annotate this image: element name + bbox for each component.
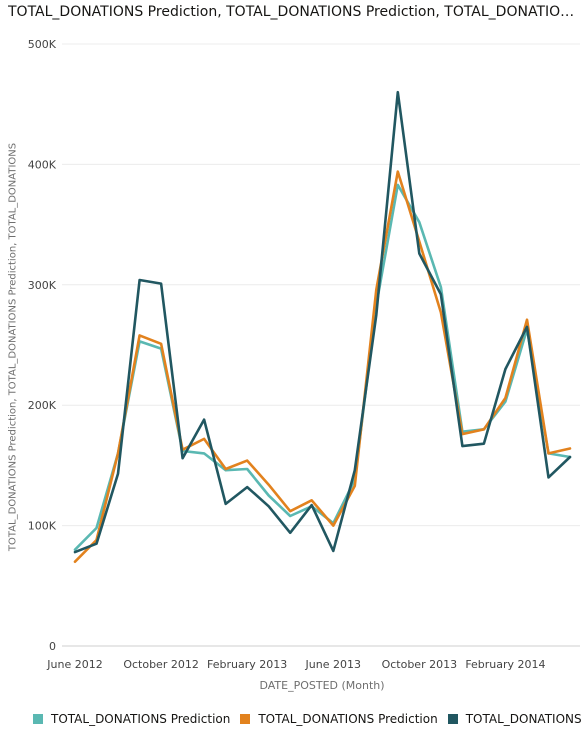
legend-label-series-2: TOTAL_DONATIONS Prediction: [258, 712, 438, 726]
legend-label-series-3: TOTAL_DONATIONS: [465, 712, 582, 726]
series-line-2: [73, 170, 572, 564]
x-tick-label: June 2012: [46, 658, 102, 671]
x-tick-label: October 2012: [123, 658, 199, 671]
x-tick-label: February 2014: [465, 658, 545, 671]
y-tick-label: 100K: [28, 520, 57, 533]
x-tick-label: October 2013: [382, 658, 458, 671]
series-line-1: [73, 183, 572, 552]
x-tick-label: June 2013: [305, 658, 361, 671]
y-tick-label: 500K: [28, 38, 57, 51]
legend-item-series-1[interactable]: TOTAL_DONATIONS Prediction: [33, 712, 230, 726]
legend-swatch-series-1: [33, 714, 43, 724]
line-chart: 0 100K 200K 300K 400K 500K June 2012 October 20…: [28, 38, 580, 671]
y-tick-label: 300K: [28, 279, 57, 292]
y-tick-label: 0: [49, 640, 56, 653]
x-axis-label: DATE_POSTED (Month): [259, 679, 385, 692]
y-tick-label: 400K: [28, 158, 57, 171]
legend-label-series-1: TOTAL_DONATIONS Prediction: [51, 712, 231, 726]
x-tick-label: February 2013: [207, 658, 287, 671]
y-tick-label: 200K: [28, 399, 57, 412]
legend-item-series-2[interactable]: TOTAL_DONATIONS Prediction: [240, 712, 438, 726]
legend-item-series-3[interactable]: TOTAL_DONATIONS: [447, 712, 582, 726]
legend-swatch-series-2: [240, 714, 251, 724]
legend: TOTAL_DONATIONS Prediction TOTAL_DONATIO…: [33, 712, 587, 726]
legend-swatch-series-3: [447, 714, 458, 724]
series-line-3: [73, 90, 572, 554]
